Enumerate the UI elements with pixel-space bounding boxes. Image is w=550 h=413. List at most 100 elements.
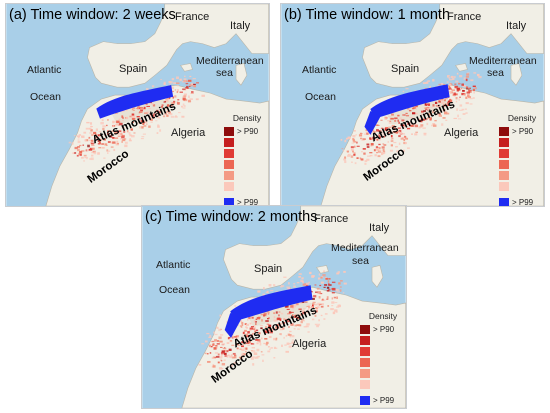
panel-title: (b) Time window: 1 month [284,7,451,23]
legend-label: > P99 [237,197,259,207]
legend-row [360,335,406,345]
legend-title: Density [232,113,262,123]
legend-swatch [360,368,370,378]
legend-swatch [499,159,509,169]
density-legend: Density > P90 > P99 [360,311,406,406]
legend-swatch [224,197,234,206]
legend-label: > P90 [237,126,259,136]
legend-label: > P99 [512,197,534,207]
label-mediterranean: Mediterranean [196,55,264,67]
legend-row [224,170,269,180]
legend-scale: > P90 > P99 [499,126,544,207]
legend-row [360,357,406,367]
label-sea: sea [216,67,233,79]
label-algeria: Algeria [292,338,327,350]
land-sardinia [235,63,248,86]
legend-title: Density [368,311,398,321]
label-atlantic: Atlantic [27,64,62,76]
legend-row: > P90 [224,126,269,136]
legend-row [499,159,544,169]
land-sardinia [371,265,384,288]
label-mediterranean: Mediterranean [469,55,537,67]
label-italy: Italy [230,20,251,32]
label-spain: Spain [254,263,283,275]
legend-row [499,137,544,147]
label-ocean: Ocean [305,91,336,103]
legend-row: > P99 [360,395,406,405]
legend-row [224,137,269,147]
density-heatmap [198,270,347,370]
legend-row: > P90 [360,324,406,334]
legend-swatch [499,181,509,191]
label-france: France [314,213,349,225]
legend-row [499,181,544,191]
legend-swatch [360,335,370,345]
legend-row: > P99 [224,197,269,207]
basemap [142,206,406,408]
legend-swatch [360,346,370,356]
panel-title: (c) Time window: 2 months [145,209,318,225]
legend-swatch [499,137,509,147]
legend-swatch [499,170,509,180]
legend-row [224,159,269,169]
basemap [6,4,269,206]
legend-swatch [360,357,370,367]
map-panel-2-weeks: (a) Time window: 2 weeks France Italy Sp… [5,3,270,207]
density-heatmap [340,72,482,165]
legend-swatch [499,126,509,136]
legend-swatch [224,170,234,180]
density-heatmap [68,75,205,162]
legend-row: > P99 [499,197,544,207]
legend-scale: > P90 > P99 [360,324,406,405]
legend-scale: > P90 > P99 [224,126,269,207]
legend-row [360,368,406,378]
legend-swatch [224,126,234,136]
legend-label: > P90 [512,126,534,136]
legend-row [224,181,269,191]
legend-swatch [224,159,234,169]
label-atlantic: Atlantic [156,259,191,271]
legend-label: > P90 [373,324,395,334]
label-algeria: Algeria [171,127,206,139]
panel-title: (a) Time window: 2 weeks [9,7,176,23]
land-europe [223,206,406,290]
label-ocean: Ocean [30,91,61,103]
land-europe [87,4,269,88]
label-sea: sea [352,255,369,267]
label-sea: sea [487,67,504,79]
label-atlantic: Atlantic [302,64,337,76]
legend-row [499,170,544,180]
legend-row [499,148,544,158]
land-europe [362,4,544,88]
legend-swatch [499,148,509,158]
label-italy: Italy [369,222,390,234]
label-france: France [447,11,482,23]
legend-swatch [360,324,370,334]
label-mediterranean: Mediterranean [331,242,399,254]
legend-swatch [224,181,234,191]
land-balearics [180,63,193,72]
label-algeria: Algeria [444,127,479,139]
legend-title: Density [507,113,537,123]
land-sardinia [510,63,523,86]
label-ocean: Ocean [159,284,190,296]
map-panel-1-month: (b) Time window: 1 month France Italy Sp… [280,3,545,207]
legend-label: > P99 [373,395,395,405]
land-balearics [316,265,329,274]
legend-swatch [224,148,234,158]
legend-swatch [360,379,370,389]
label-spain: Spain [391,63,420,75]
legend-row [360,346,406,356]
label-italy: Italy [506,20,527,32]
legend-row: > P90 [499,126,544,136]
legend-row [224,148,269,158]
map-panel-2-months: (c) Time window: 2 months France Italy S… [141,205,407,409]
legend-swatch [360,395,370,405]
land-balearics [455,63,468,72]
legend-swatch [499,197,509,206]
density-legend: Density > P90 > P99 [499,113,544,207]
legend-swatch [224,137,234,147]
legend-row [360,379,406,389]
density-legend: Density > P90 > P99 [224,113,269,207]
label-spain: Spain [119,63,148,75]
